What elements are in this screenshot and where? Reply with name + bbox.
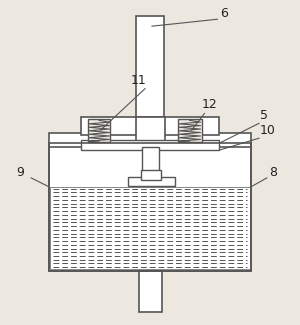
Bar — [128, 177, 175, 186]
Bar — [81, 140, 219, 150]
Text: 8: 8 — [269, 166, 277, 179]
Bar — [81, 117, 219, 135]
Text: 5: 5 — [260, 110, 268, 123]
Text: 9: 9 — [16, 166, 24, 179]
Bar — [49, 143, 251, 271]
Text: 11: 11 — [130, 74, 146, 87]
Bar — [88, 119, 110, 142]
Bar — [49, 133, 251, 147]
Text: 6: 6 — [220, 7, 228, 20]
Bar — [142, 147, 159, 185]
Bar — [49, 143, 251, 271]
Bar — [141, 170, 161, 180]
Text: 12: 12 — [202, 98, 217, 111]
Bar — [136, 16, 164, 117]
Bar — [139, 271, 162, 312]
Bar — [136, 117, 165, 148]
Text: 10: 10 — [260, 124, 276, 137]
Bar — [178, 119, 202, 142]
Bar — [50, 187, 250, 269]
